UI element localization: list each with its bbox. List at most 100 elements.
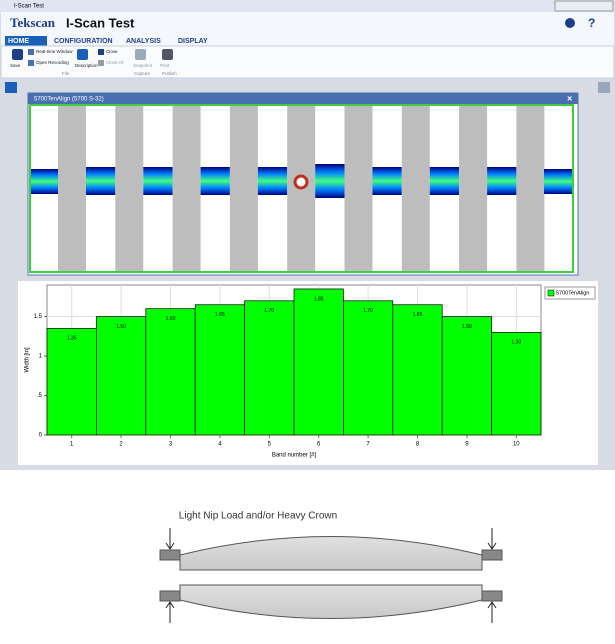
pressure-band [200, 167, 230, 195]
bar [244, 300, 295, 436]
legend-entry: 5700TenAlign [556, 290, 589, 296]
button-icon[interactable] [12, 49, 23, 60]
value-label: 1.30 [511, 340, 521, 346]
legend-box [544, 286, 596, 300]
pressure-band [31, 169, 58, 194]
app-title: I-Scan Test [66, 15, 135, 30]
value-label: 1.50 [462, 324, 472, 330]
value-label: 1.35 [67, 336, 77, 342]
title-bar [0, 0, 615, 12]
value-label: 1.65 [413, 312, 423, 318]
tab[interactable]: DISPLAY [178, 38, 208, 45]
sensor-gap [115, 106, 144, 271]
pressure-band [315, 164, 345, 198]
y-tick-label: 1.5 [34, 314, 43, 320]
button-icon[interactable] [98, 60, 104, 66]
y-tick-label: 0 [39, 433, 43, 439]
ribbon-group: Publish [162, 71, 177, 76]
load-arrows [165, 528, 497, 623]
info-button[interactable] [598, 82, 610, 93]
bottom-roll [179, 584, 483, 619]
help-icon[interactable]: ? [588, 16, 595, 30]
x-tick-label: 7 [366, 442, 370, 448]
value-label: 1.85 [314, 296, 324, 302]
y-tick-label: .5 [37, 393, 43, 399]
x-tick-label: 4 [218, 442, 222, 448]
value-label: 1.65 [215, 312, 225, 318]
ribbon-button[interactable]: Open Recording [36, 60, 69, 65]
panel-title: 5700TenAlign (5700 S-32) [34, 97, 104, 103]
pressure-band [429, 167, 460, 195]
pressure-band [372, 167, 402, 195]
tab-row [1, 36, 614, 46]
pressure-map-layer [31, 106, 572, 271]
x-tick-label: 10 [513, 442, 520, 448]
ribbon-group: Capture [134, 71, 151, 76]
journal [481, 549, 503, 561]
sensor-gap [229, 106, 258, 271]
value-label: 1.70 [264, 308, 274, 314]
x-tick-label: 8 [416, 442, 420, 448]
bar [392, 304, 443, 436]
bar [46, 328, 97, 436]
button-icon[interactable] [135, 49, 146, 60]
bar [145, 308, 196, 436]
tab[interactable]: HOME [8, 38, 29, 45]
window-controls[interactable] [554, 0, 614, 12]
bar [491, 332, 542, 436]
button-icon[interactable] [28, 60, 34, 66]
x-tick-label: 3 [169, 442, 173, 448]
sensor-gap [58, 106, 86, 271]
pressure-band [86, 167, 116, 195]
sensor-gap [516, 106, 545, 271]
pressure-band [143, 167, 173, 195]
sensor-gap [401, 106, 430, 271]
ribbon-button[interactable]: Description [75, 63, 98, 68]
tab[interactable]: CONFIGURATION [54, 38, 113, 45]
center-marker[interactable] [293, 174, 309, 190]
button-icon[interactable] [98, 49, 104, 55]
journal [159, 549, 181, 561]
x-tick-label: 2 [119, 442, 123, 448]
value-label: 1.60 [166, 316, 176, 322]
journal [159, 590, 181, 602]
ribbon-button[interactable]: Print [160, 63, 170, 68]
x-axis-label: Band number [#] [272, 453, 317, 459]
side-button[interactable] [5, 82, 17, 93]
rolls-diagram [159, 528, 503, 623]
bar [194, 304, 245, 436]
x-tick-label: 6 [317, 442, 321, 448]
ribbon-button[interactable]: Close [106, 49, 118, 54]
button-icon[interactable] [162, 49, 173, 60]
pressure-band [544, 169, 572, 194]
button-icon[interactable] [28, 49, 34, 55]
legend-swatch [547, 289, 555, 297]
active-tab-bg [5, 36, 47, 46]
logo: Tekscan [10, 15, 56, 30]
bar [96, 316, 147, 436]
ribbon-button[interactable]: Close All [106, 60, 124, 65]
y-axis-label: Width [in] [25, 347, 31, 372]
ribbon-button[interactable]: Snapshot [133, 63, 153, 68]
x-tick-label: 5 [268, 442, 272, 448]
value-label: 1.70 [363, 308, 373, 314]
sensor-gap [459, 106, 488, 271]
ribbon [0, 45, 615, 79]
ribbon-button[interactable]: Save [10, 63, 21, 68]
settings-icon[interactable] [565, 18, 575, 28]
sensor-gap [344, 106, 373, 271]
panel-close[interactable]: × [567, 93, 572, 103]
tab[interactable]: ANALYSIS [126, 38, 161, 45]
ribbon-group: File [62, 71, 70, 76]
pressure-band [257, 167, 288, 195]
journal [481, 590, 503, 602]
bar [343, 300, 394, 436]
diagram-caption: Light Nip Load and/or Heavy Crown [179, 511, 337, 522]
value-label: 1.50 [116, 324, 126, 330]
bar [441, 316, 492, 436]
ribbon-button[interactable]: Real-time Window [36, 49, 73, 54]
button-icon[interactable] [77, 49, 88, 60]
x-tick-label: 1 [70, 442, 74, 448]
